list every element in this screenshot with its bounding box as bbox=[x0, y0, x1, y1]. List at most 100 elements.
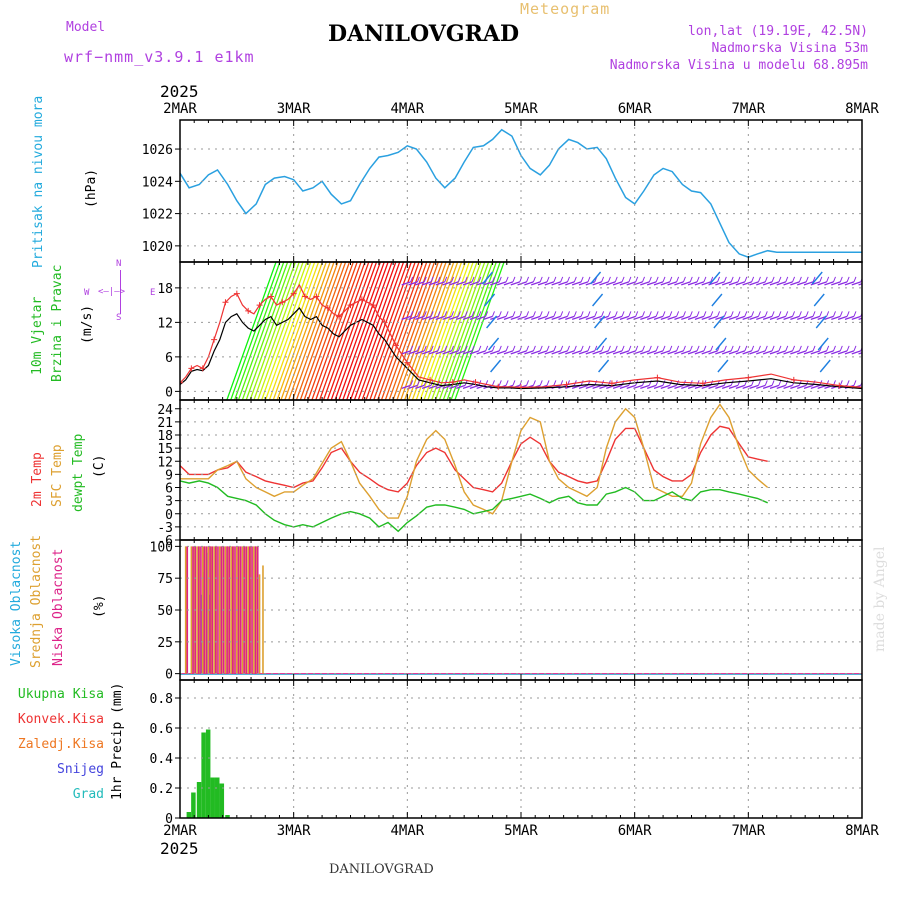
wind-barb bbox=[797, 384, 807, 389]
wind-barb-flag bbox=[485, 345, 489, 352]
wind-gust-marker bbox=[699, 380, 706, 387]
wind-barb bbox=[667, 315, 677, 320]
wind-gust-marker bbox=[392, 342, 399, 349]
wind-barb bbox=[571, 281, 582, 286]
wind-barb-flag bbox=[751, 380, 755, 386]
wind-storm-barb bbox=[446, 262, 498, 400]
wind-barb-flag bbox=[669, 276, 673, 283]
wind-barb-flag bbox=[478, 276, 482, 283]
wind-barb-flag bbox=[560, 345, 564, 352]
wind-barb bbox=[646, 384, 657, 389]
wind-barb-flag bbox=[628, 311, 632, 317]
wind-barb-flag bbox=[682, 345, 686, 352]
wind-barb-flag bbox=[505, 311, 509, 317]
wind-barb bbox=[851, 315, 861, 320]
wind-barb-flag bbox=[560, 311, 564, 317]
wind-barb-flag bbox=[614, 311, 618, 317]
wind-barb bbox=[667, 384, 677, 389]
wind-barb bbox=[790, 384, 800, 389]
wind-barb-flag bbox=[669, 311, 673, 317]
wind-barb-flag bbox=[682, 276, 686, 283]
precip-bar bbox=[191, 792, 196, 818]
wind-barb bbox=[749, 315, 759, 320]
wind-barb bbox=[674, 315, 684, 320]
wind-barb-flag bbox=[751, 311, 755, 317]
wind-gust-marker bbox=[358, 296, 365, 303]
wind-barb bbox=[449, 350, 459, 355]
meteogram-title: Meteogram bbox=[520, 0, 611, 18]
wind-barb bbox=[415, 350, 425, 355]
wind-barb-flag bbox=[689, 345, 693, 352]
wind-gust-marker bbox=[563, 381, 570, 388]
wind-barb bbox=[524, 350, 534, 355]
wind-barb bbox=[633, 384, 643, 389]
y-tick-label: 0.4 bbox=[150, 752, 174, 767]
precip-legend-convective: Konvek.Kisa bbox=[17, 712, 104, 727]
wind-barb-flag bbox=[846, 380, 850, 386]
wind-barb-flag bbox=[710, 311, 714, 317]
wind-barb bbox=[401, 315, 411, 320]
wind-barb bbox=[783, 350, 793, 355]
precip-legend-total: Ukupna Kisa bbox=[17, 687, 104, 702]
wind-barb-flag bbox=[539, 380, 543, 386]
wind-barb bbox=[681, 281, 691, 286]
wind-barb-flag bbox=[819, 311, 823, 317]
wind-barb-flag bbox=[764, 276, 768, 283]
y-tick-label: 6 bbox=[165, 351, 173, 366]
wind-barb-flag bbox=[594, 311, 598, 317]
wind-barb bbox=[476, 350, 486, 355]
wind-barb bbox=[735, 350, 746, 355]
wind-barb bbox=[531, 281, 541, 286]
wind-barb-flag bbox=[567, 311, 570, 317]
wind-barb-flag bbox=[805, 311, 809, 317]
temp-unit: (C) bbox=[92, 454, 107, 478]
wind-barb bbox=[626, 281, 636, 286]
wind-barb-flag bbox=[868, 311, 870, 316]
wind-barb bbox=[551, 281, 561, 286]
wind-barb bbox=[844, 281, 855, 286]
wind-barb bbox=[503, 350, 514, 355]
wind-barb bbox=[722, 281, 732, 286]
wind-barb-flag bbox=[696, 276, 700, 283]
wind-shift-arrow bbox=[486, 315, 498, 329]
wind-barb bbox=[844, 315, 855, 320]
wind-barb-flag bbox=[430, 345, 434, 352]
wind-barb-flag bbox=[573, 311, 577, 317]
precip-panel-frame bbox=[179, 679, 863, 819]
wind-barb bbox=[483, 350, 493, 355]
wind-barb bbox=[762, 281, 773, 286]
wind-barb bbox=[640, 384, 650, 389]
day-label-top: 4MAR bbox=[390, 101, 424, 117]
cloud-label-low: Niska Oblacnost bbox=[51, 548, 66, 666]
wind-barb bbox=[449, 384, 459, 389]
wind-barb-flag bbox=[532, 380, 536, 386]
wind-barb bbox=[660, 315, 670, 320]
wind-barb-flag bbox=[730, 345, 734, 352]
wind-barb-flag bbox=[512, 276, 516, 283]
wind-storm-barb bbox=[369, 262, 420, 400]
wind-barb bbox=[592, 281, 602, 286]
wind-gust-marker bbox=[336, 313, 343, 320]
day-label-bottom: 5MAR bbox=[504, 823, 538, 839]
wind-barb-flag bbox=[587, 276, 591, 283]
wind-barb bbox=[462, 281, 473, 286]
wind-barb bbox=[790, 315, 800, 320]
y-tick-label: -3 bbox=[157, 521, 173, 536]
wind-barb bbox=[619, 384, 630, 389]
y-tick-label: 0.8 bbox=[150, 692, 173, 707]
day-label-top: 7MAR bbox=[731, 101, 765, 117]
wind-barb bbox=[667, 281, 677, 286]
wind-barb-flag bbox=[758, 311, 761, 317]
precip-bar bbox=[219, 783, 225, 818]
wind-barb bbox=[490, 281, 500, 286]
wind-barb-flag bbox=[771, 345, 775, 352]
wind-storm-barb bbox=[241, 262, 293, 400]
wind-barb-flag bbox=[839, 380, 843, 386]
wind-storm-barb bbox=[349, 262, 401, 400]
wind-barb-flag bbox=[798, 276, 802, 283]
wind-barb-flag bbox=[730, 311, 734, 317]
wind-barb-flag bbox=[853, 380, 857, 386]
wind-shift-arrow bbox=[590, 271, 602, 285]
y-tick-label: 18 bbox=[157, 429, 173, 444]
